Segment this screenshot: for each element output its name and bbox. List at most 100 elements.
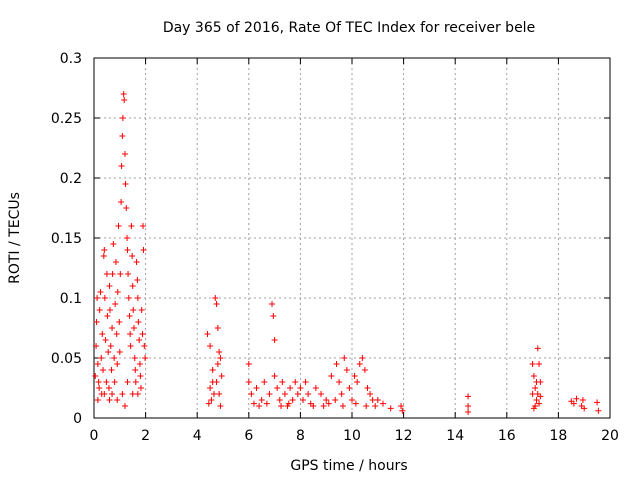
data-point	[294, 391, 301, 397]
data-point	[122, 181, 129, 187]
data-point	[281, 391, 288, 397]
data-point	[116, 319, 123, 325]
data-point	[256, 403, 263, 409]
data-point	[213, 301, 220, 307]
data-point	[123, 205, 130, 211]
data-point	[132, 367, 139, 373]
data-point	[214, 325, 221, 331]
data-point	[307, 400, 314, 407]
data-point	[129, 391, 136, 397]
data-point	[312, 385, 319, 391]
data-point	[121, 151, 128, 157]
data-point	[124, 235, 131, 241]
x-tick-label: 16	[498, 428, 516, 444]
data-point	[248, 391, 255, 397]
data-point	[299, 397, 306, 403]
data-point	[142, 355, 149, 361]
data-point	[104, 313, 111, 319]
data-point	[135, 319, 142, 325]
data-point	[205, 400, 212, 407]
data-point	[94, 361, 101, 367]
data-point	[136, 337, 143, 343]
data-point	[529, 391, 536, 397]
data-point	[529, 361, 536, 367]
data-point	[128, 223, 135, 229]
data-point	[94, 295, 101, 301]
data-point	[101, 247, 108, 253]
data-point	[100, 367, 107, 373]
data-point	[121, 403, 128, 409]
x-tick-label: 12	[395, 428, 413, 444]
data-point	[130, 325, 137, 331]
data-point	[124, 247, 131, 253]
data-point	[530, 405, 537, 412]
data-point	[103, 379, 110, 385]
data-point	[107, 343, 114, 349]
data-point	[532, 385, 539, 391]
data-point	[278, 403, 285, 409]
data-point	[302, 379, 309, 385]
data-point	[105, 385, 112, 391]
data-point	[338, 391, 345, 397]
data-point	[137, 373, 144, 379]
data-point	[92, 373, 99, 379]
data-point	[287, 385, 294, 391]
data-point	[465, 393, 472, 400]
data-point	[364, 385, 371, 391]
data-point	[112, 301, 119, 307]
data-point	[274, 385, 281, 391]
data-points	[92, 91, 602, 415]
data-point	[137, 385, 144, 391]
data-point	[536, 361, 543, 367]
data-point	[105, 349, 112, 355]
data-point	[93, 343, 100, 349]
data-point	[112, 259, 119, 265]
data-point	[245, 379, 252, 385]
y-tick-labels: 0 0.05 0.1 0.15 0.2 0.25 0.3	[51, 51, 82, 427]
data-point	[119, 115, 126, 121]
data-point	[263, 400, 270, 407]
data-point	[269, 301, 276, 307]
data-point	[131, 355, 138, 361]
data-point	[359, 355, 366, 361]
data-point	[352, 400, 359, 407]
x-tick-label: 10	[343, 428, 361, 444]
data-point	[139, 331, 146, 337]
data-point	[258, 397, 265, 403]
data-point	[374, 397, 381, 403]
data-point	[271, 373, 278, 379]
data-point	[138, 307, 145, 313]
data-point	[106, 283, 113, 289]
x-tick-labels: 0 2 4 6 8 10 12 14 16 18 20	[90, 428, 619, 444]
data-point	[266, 391, 273, 397]
data-point	[530, 373, 537, 379]
data-point	[351, 373, 358, 379]
data-point	[379, 400, 386, 407]
x-tick-label: 6	[244, 428, 253, 444]
data-point	[581, 405, 588, 412]
x-tick-label: 0	[90, 428, 99, 444]
data-point	[204, 331, 211, 337]
data-point	[113, 331, 120, 337]
data-point	[363, 403, 370, 409]
data-point	[124, 379, 131, 385]
data-point	[110, 241, 117, 247]
data-point	[118, 199, 125, 205]
data-point	[594, 399, 601, 406]
data-point	[209, 379, 216, 385]
y-tick-label: 0.05	[51, 351, 82, 367]
y-tick-label: 0.25	[51, 111, 82, 127]
data-point	[218, 373, 225, 379]
data-point	[579, 397, 586, 403]
data-point	[96, 307, 103, 313]
y-tick-label: 0.15	[51, 231, 82, 247]
data-point	[109, 271, 116, 277]
data-point	[216, 349, 223, 355]
data-point	[125, 295, 132, 301]
data-point	[292, 379, 299, 385]
data-point	[98, 355, 105, 361]
data-point	[343, 367, 350, 373]
data-point	[216, 391, 223, 397]
data-point	[320, 403, 327, 409]
